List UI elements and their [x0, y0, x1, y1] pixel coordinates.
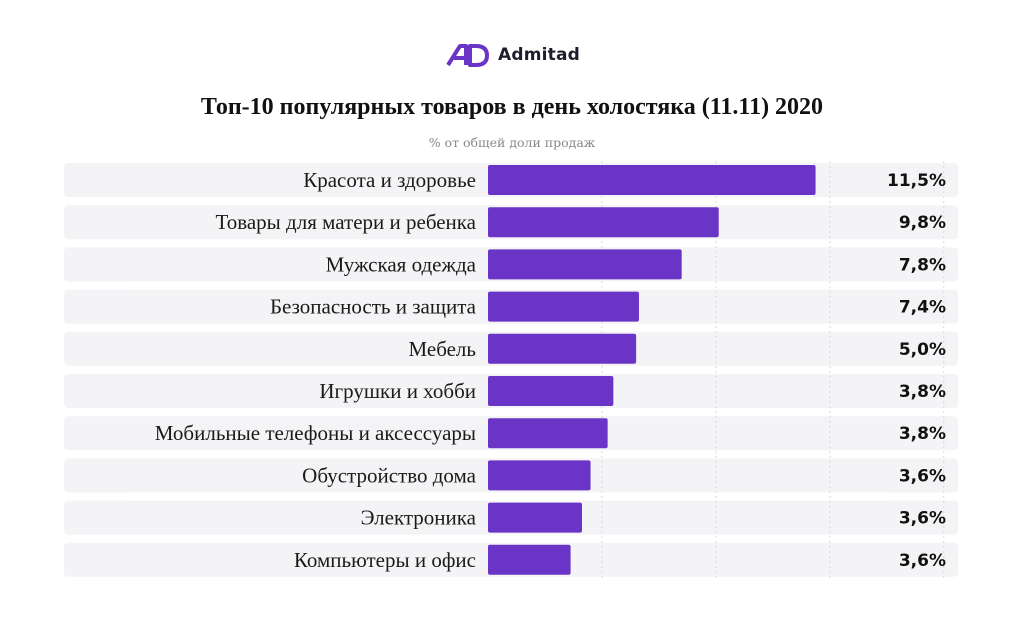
- category-label: Игрушки и хобби: [319, 379, 476, 403]
- category-label: Электроника: [361, 506, 477, 530]
- bar: [488, 418, 608, 449]
- value-label: 7,4%: [899, 298, 946, 318]
- chart-title: Топ-10 популярных товаров в день холостя…: [200, 94, 824, 120]
- category-label: Мобильные телефоны и аксессуары: [155, 421, 476, 445]
- brand-name: Admitad: [498, 45, 581, 65]
- chart-subtitle: % от общей доли продаж: [428, 135, 596, 150]
- admitad-logo-icon: [446, 44, 489, 67]
- bar: [488, 249, 682, 280]
- category-label: Безопасность и защита: [270, 295, 477, 319]
- bar: [488, 376, 614, 406]
- bar: [488, 333, 637, 364]
- value-label: 11,5%: [887, 171, 946, 191]
- value-label: 5,0%: [899, 340, 946, 360]
- category-label: Компьютеры и офис: [294, 548, 476, 572]
- value-label: 7,8%: [899, 255, 946, 275]
- admitad-logo: Admitad: [446, 40, 580, 70]
- category-label: Обустройство дома: [302, 463, 476, 487]
- value-label: 3,8%: [899, 382, 946, 402]
- value-label: 9,8%: [899, 213, 946, 233]
- bar: [488, 544, 571, 575]
- value-label: 3,8%: [899, 424, 946, 444]
- bar: [488, 460, 591, 491]
- bar: [488, 291, 639, 322]
- value-label: 3,6%: [899, 551, 946, 571]
- bar: [488, 165, 816, 195]
- category-label: Красота и здоровье: [303, 168, 476, 192]
- value-label: 3,6%: [899, 509, 946, 529]
- category-label: Мебель: [408, 337, 476, 361]
- value-label: 3,6%: [899, 466, 946, 486]
- bar: [488, 502, 582, 533]
- category-label: Товары для матери и ребенка: [215, 210, 476, 234]
- bar: [488, 207, 719, 238]
- category-label: Мужская одежда: [326, 252, 477, 276]
